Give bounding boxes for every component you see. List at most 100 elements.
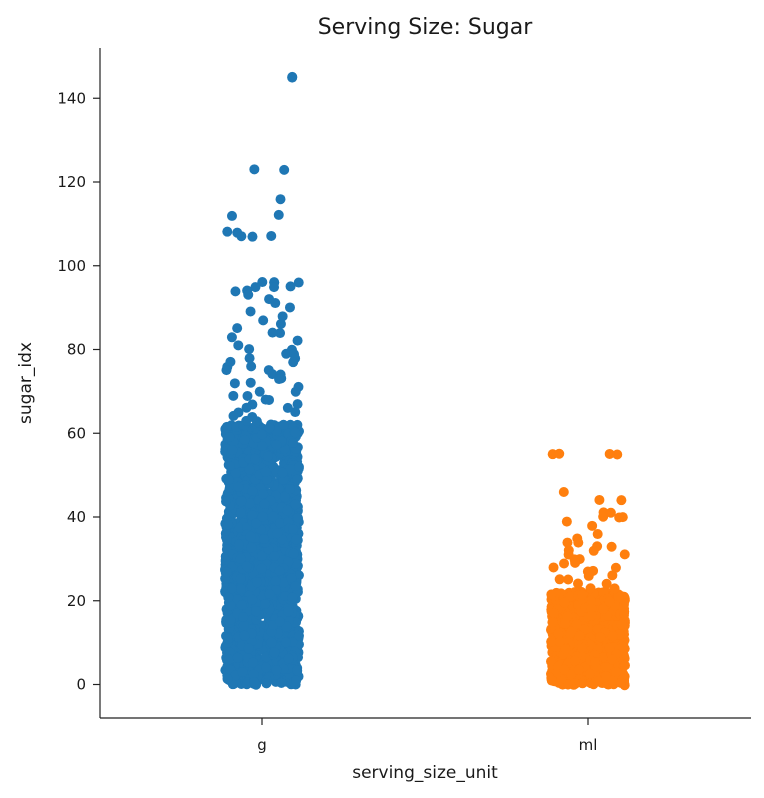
dense-point-g — [276, 677, 287, 688]
data-point-ml — [573, 537, 584, 548]
dense-point-g — [269, 647, 280, 658]
dense-point-ml — [559, 597, 570, 608]
dense-point-g — [241, 561, 252, 572]
data-point-g — [246, 361, 257, 372]
data-point-ml — [570, 557, 581, 568]
dense-point-g — [293, 630, 304, 641]
dense-point-g — [236, 496, 247, 507]
dense-point-g — [260, 466, 271, 477]
data-point-ml — [614, 512, 625, 523]
dense-point-g — [280, 637, 291, 648]
dense-point-g — [247, 510, 258, 521]
dense-point-g — [221, 496, 232, 507]
dense-point-g — [246, 542, 257, 553]
data-point-g — [288, 357, 299, 368]
dense-point-g — [271, 665, 282, 676]
dense-point-g — [222, 673, 233, 684]
dense-point-g — [235, 573, 246, 584]
dense-point-ml — [562, 679, 573, 690]
data-point-g — [292, 335, 303, 346]
dense-point-g — [277, 467, 288, 478]
y-tick-label: 140 — [57, 89, 86, 107]
dense-point-g — [287, 592, 298, 603]
data-point-g — [254, 386, 265, 397]
data-point-g — [290, 386, 301, 397]
data-point-g — [275, 318, 286, 329]
dense-point-g — [285, 484, 296, 495]
data-point-g — [279, 164, 290, 175]
data-point-g — [226, 332, 237, 343]
data-point-ml — [605, 507, 616, 518]
x-axis-label: serving_size_unit — [352, 763, 498, 783]
dense-point-ml — [593, 676, 604, 687]
data-point-g — [277, 311, 288, 322]
dense-point-g — [271, 439, 282, 450]
data-point-ml — [559, 558, 570, 569]
dense-point-g — [274, 565, 285, 576]
dense-point-ml — [586, 610, 597, 621]
data-point-ml — [612, 449, 623, 460]
dense-point-ml — [595, 632, 606, 643]
data-point-g — [282, 402, 293, 413]
y-tick-label: 0 — [76, 676, 86, 694]
data-point-ml — [592, 529, 603, 540]
dense-point-g — [274, 616, 285, 627]
data-point-ml — [607, 570, 618, 581]
data-point-g — [228, 390, 239, 401]
data-point-g — [230, 286, 241, 297]
dense-point-ml — [562, 611, 573, 622]
dense-point-g — [237, 667, 248, 678]
dense-point-g — [224, 654, 235, 665]
dense-point-g — [247, 657, 258, 668]
dense-point-g — [291, 675, 302, 686]
data-point-ml — [573, 578, 583, 589]
data-point-g — [228, 410, 239, 421]
dense-point-g — [239, 630, 250, 641]
dense-point-g — [260, 599, 271, 610]
data-point-g — [270, 298, 281, 309]
dense-point-g — [223, 633, 234, 644]
dense-point-ml — [553, 628, 564, 639]
dense-point-ml — [573, 664, 584, 675]
data-point-ml — [606, 541, 617, 552]
data-point-g — [269, 282, 280, 293]
x-ticks: g ml — [257, 718, 597, 754]
data-point-g — [229, 378, 240, 389]
dense-point-g — [227, 583, 237, 594]
dense-point-ml — [616, 619, 627, 630]
dense-point-ml — [569, 655, 580, 666]
dense-point-g — [252, 577, 263, 588]
data-point-g — [264, 394, 275, 405]
chart-title: Serving Size: Sugar — [318, 15, 533, 40]
dense-point-g — [262, 451, 273, 462]
dense-point-g — [272, 528, 283, 539]
dense-point-g — [223, 592, 234, 603]
data-point-g — [292, 399, 303, 410]
dense-point-g — [233, 539, 244, 550]
dense-point-g — [244, 464, 255, 475]
data-point-g — [257, 277, 268, 288]
data-point-g — [242, 390, 253, 401]
data-point-g — [267, 327, 278, 338]
dense-point-ml — [613, 592, 624, 603]
data-point-g — [274, 374, 285, 385]
dense-point-g — [290, 581, 301, 592]
dense-point-ml — [546, 636, 557, 647]
dense-point-g — [270, 576, 281, 587]
data-point-ml — [616, 495, 627, 506]
data-point-ml — [558, 487, 569, 497]
dense-point-g — [224, 432, 235, 443]
dense-point-g — [292, 665, 303, 676]
dense-point-ml — [615, 677, 626, 688]
dense-point-g — [250, 453, 261, 464]
dense-point-g — [274, 518, 285, 529]
dense-point-g — [235, 507, 246, 518]
data-point-ml — [562, 537, 573, 548]
data-point-ml — [554, 574, 565, 585]
data-point-g — [221, 365, 232, 376]
y-tick-label: 20 — [67, 592, 86, 610]
dense-point-g — [293, 513, 304, 524]
dense-point-g — [261, 678, 272, 689]
dense-point-g — [234, 522, 245, 533]
data-point-ml — [583, 570, 594, 581]
